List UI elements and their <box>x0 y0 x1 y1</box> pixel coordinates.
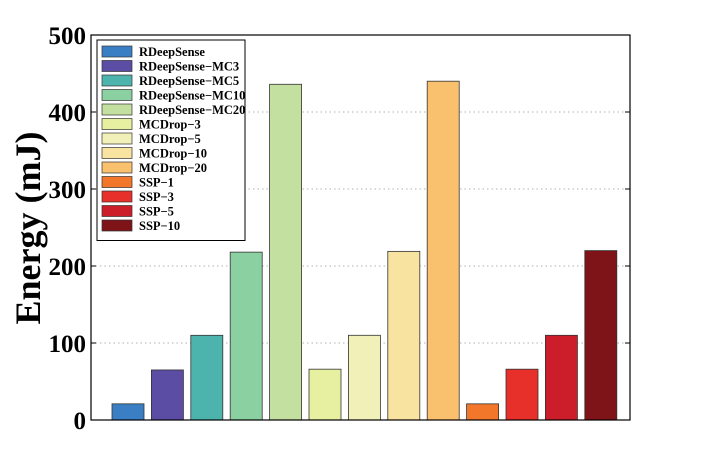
bar-ssp-5 <box>545 334 578 421</box>
legend-swatch <box>101 176 133 188</box>
bar-ssp-1 <box>466 403 500 421</box>
legend-swatch <box>101 89 133 101</box>
plot-frame <box>90 34 631 421</box>
y-tick-labels: 0 100 200 300 400 500 <box>49 23 87 435</box>
legend-label: MCDrop−10 <box>139 147 207 161</box>
y-tick-label: 500 <box>49 23 87 50</box>
y-tick-label: 200 <box>49 254 87 281</box>
y-axis-title: Energy (mJ) <box>8 132 48 325</box>
legend-label: RDeepSense−MC5 <box>139 74 239 88</box>
legend-label: RDeepSense <box>139 45 205 59</box>
legend-label: RDeepSense−MC10 <box>139 89 245 103</box>
legend-label: SSP−10 <box>139 219 180 233</box>
legend-swatch <box>101 147 133 159</box>
y-tick-label: 0 <box>74 408 87 435</box>
legend-swatch <box>101 45 133 58</box>
legend-swatch <box>101 60 133 72</box>
legend: RDeepSenseRDeepSense−MC3RDeepSense−MC5RD… <box>96 39 246 241</box>
legend-label: SSP−1 <box>139 176 174 190</box>
legend-label: SSP−3 <box>139 190 174 204</box>
y-tick-label: 400 <box>49 100 87 127</box>
legend-swatch <box>101 118 133 130</box>
legend-swatch <box>101 132 133 145</box>
bar-rdeepsense-mc10 <box>229 251 263 421</box>
legend-swatch <box>101 103 133 116</box>
bar-ssp-10 <box>584 250 618 421</box>
bar-rdeepsense-mc3 <box>150 369 184 421</box>
legend-label: MCDrop−3 <box>139 118 201 132</box>
legend-label: SSP−5 <box>139 205 174 219</box>
bar-rdeepsense <box>111 403 145 421</box>
y-tick-label: 100 <box>49 331 87 358</box>
legend-swatch <box>101 74 133 87</box>
axes <box>90 34 631 421</box>
legend-swatch <box>101 161 133 174</box>
legend-label: RDeepSense−MC3 <box>139 60 239 74</box>
legend-swatch <box>101 219 133 232</box>
legend-label: MCDrop−20 <box>139 161 207 175</box>
bars <box>111 80 618 421</box>
bar-rdeepsense-mc5 <box>190 334 224 421</box>
bar-mcdrop-10 <box>387 250 421 421</box>
bar-mcdrop-20 <box>426 80 460 421</box>
bar-mcdrop-3 <box>308 368 342 421</box>
legend-label: RDeepSense−MC20 <box>139 103 245 117</box>
y-tick-label: 300 <box>49 177 87 204</box>
legend-label: MCDrop−5 <box>139 132 201 146</box>
bar-rdeepsense-mc20 <box>269 83 303 421</box>
bar-ssp-3 <box>505 368 539 421</box>
bar-mcdrop-5 <box>347 334 381 421</box>
legend-swatch <box>101 205 133 217</box>
legend-swatch <box>101 190 133 203</box>
